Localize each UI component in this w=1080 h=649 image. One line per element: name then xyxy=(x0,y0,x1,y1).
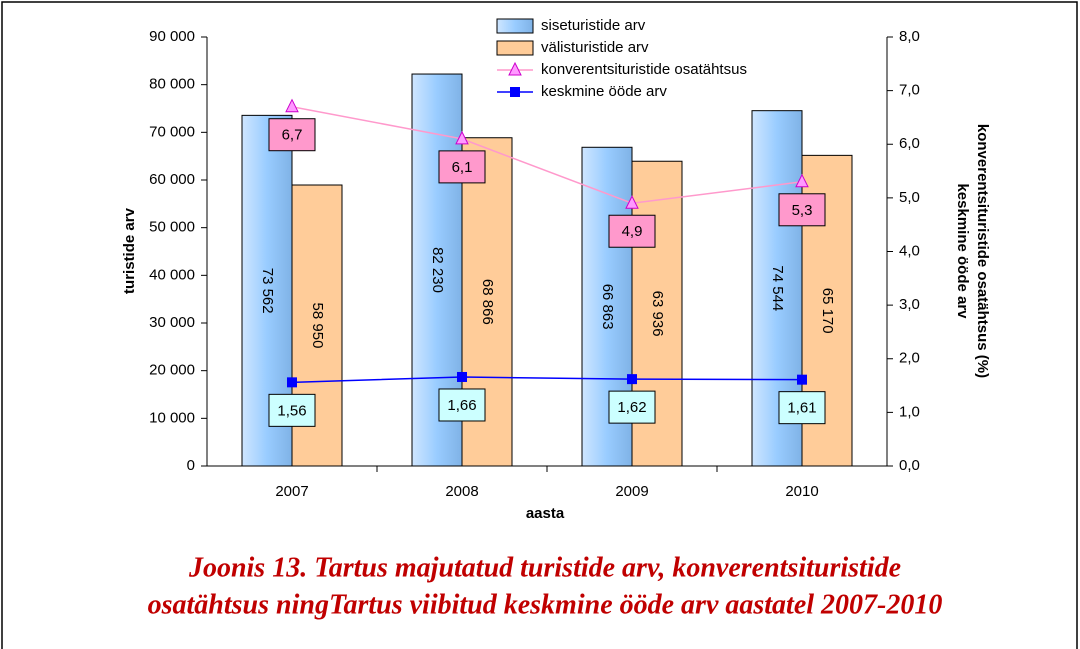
line-value-label: 4,9 xyxy=(622,223,643,240)
y2-tick-label: 4,0 xyxy=(899,242,920,259)
marker xyxy=(795,173,809,188)
value-label-box xyxy=(268,393,316,427)
y2-tick-label: 7,0 xyxy=(899,82,920,99)
y2-axis-label: konverentsituristide osatähtsus (%) xyxy=(974,124,991,378)
marker xyxy=(457,371,467,382)
line xyxy=(291,376,803,384)
x-axis-label: aasta xyxy=(526,505,565,522)
y2-tick-label: 6,0 xyxy=(899,135,920,152)
y-tick-label: 30 000 xyxy=(149,314,195,331)
marker xyxy=(285,98,299,113)
y2-tick-label: 1,0 xyxy=(899,403,920,420)
y2-tick-label: 0,0 xyxy=(899,457,920,474)
marker xyxy=(625,195,639,209)
y-tick-label: 70 000 xyxy=(149,123,195,140)
y2-tick-label: 8,0 xyxy=(899,28,920,45)
y-axis-label: turistide arv xyxy=(121,207,138,294)
y2-axis-label: keskmine ööde arv xyxy=(954,183,971,319)
legend-marker xyxy=(510,87,520,97)
value-label-box xyxy=(608,214,656,248)
y-tick-label: 60 000 xyxy=(149,171,195,188)
x-tick-label: 2009 xyxy=(615,483,648,500)
value-label-box xyxy=(438,150,486,184)
value-label-box xyxy=(778,391,826,425)
legend-swatch xyxy=(496,40,534,56)
value-label-box xyxy=(438,388,486,422)
bar-value-label: 82 230 xyxy=(429,247,446,293)
bar-value-label: 74 544 xyxy=(769,265,786,311)
y2-tick-label: 3,0 xyxy=(899,296,920,313)
y-tick-label: 40 000 xyxy=(149,266,195,283)
line-value-label: 1,66 xyxy=(447,397,476,414)
y2-tick-label: 5,0 xyxy=(899,189,920,206)
x-tick-label: 2010 xyxy=(785,483,818,500)
x-tick-label: 2008 xyxy=(445,483,478,500)
value-label-box xyxy=(778,193,826,227)
bar-value-label: 63 936 xyxy=(649,291,666,337)
line xyxy=(291,105,803,205)
y-tick-label: 20 000 xyxy=(149,362,195,379)
y-tick-label: 80 000 xyxy=(149,76,195,93)
bar xyxy=(291,184,343,467)
y-tick-label: 50 000 xyxy=(149,219,195,236)
marker xyxy=(627,374,637,385)
line-value-label: 1,56 xyxy=(277,402,306,419)
x-tick-label: 2007 xyxy=(275,483,308,500)
bar-value-label: 68 866 xyxy=(479,279,496,325)
marker xyxy=(797,374,807,385)
line-value-label: 5,3 xyxy=(792,202,813,219)
legend-swatch xyxy=(496,18,534,34)
caption: Joonis 13. Tartus majutatud turistide ar… xyxy=(188,552,901,583)
marker xyxy=(287,377,297,388)
legend-label: konverentsituristide osatähtsus xyxy=(541,61,747,78)
caption: osatähtsus ningTartus viibitud keskmine … xyxy=(148,589,943,620)
y-tick-label: 0 xyxy=(187,457,195,474)
bar-value-label: 73 562 xyxy=(259,268,276,314)
value-label-box xyxy=(268,118,316,152)
line-value-label: 1,62 xyxy=(617,399,646,416)
legend-label: keskmine ööde arv xyxy=(541,83,667,100)
line-value-label: 1,61 xyxy=(787,400,816,417)
legend-label: siseturistide arv xyxy=(541,17,646,34)
value-label-box xyxy=(608,390,656,424)
bar-value-label: 66 863 xyxy=(599,284,616,330)
legend-marker xyxy=(508,61,522,76)
y-tick-label: 90 000 xyxy=(149,28,195,45)
bar-value-label: 58 950 xyxy=(309,303,326,349)
line-value-label: 6,1 xyxy=(452,159,473,176)
line-value-label: 6,7 xyxy=(282,127,303,144)
y-tick-label: 10 000 xyxy=(149,409,195,426)
legend-label: välisturistide arv xyxy=(541,39,649,56)
marker xyxy=(455,130,469,145)
y2-tick-label: 2,0 xyxy=(899,350,920,367)
bar-value-label: 65 170 xyxy=(819,288,836,334)
